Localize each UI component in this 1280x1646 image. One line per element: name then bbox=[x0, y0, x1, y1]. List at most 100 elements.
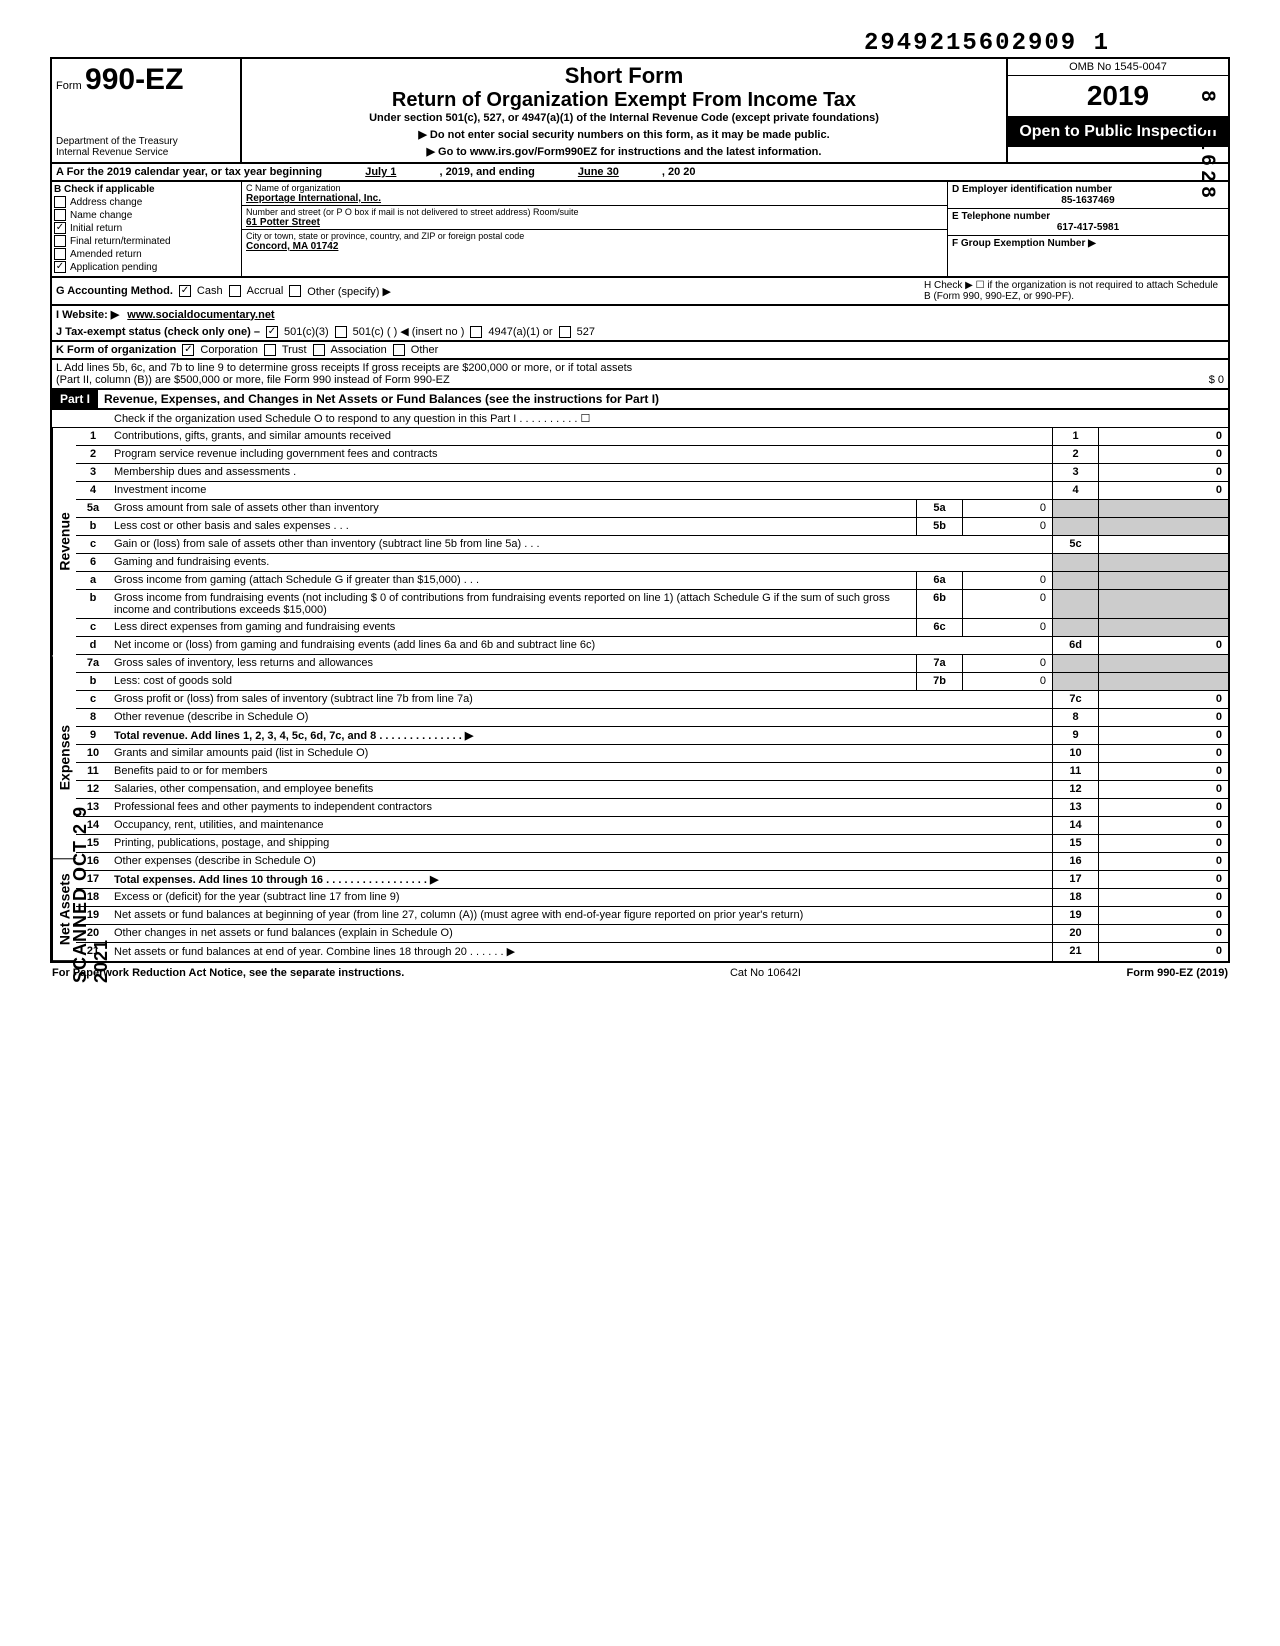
line-desc: Grants and similar amounts paid (list in… bbox=[110, 745, 1052, 762]
line-box: 10 bbox=[1052, 745, 1098, 762]
part1-check: Check if the organization used Schedule … bbox=[110, 410, 1228, 427]
line-2: 2Program service revenue including gover… bbox=[76, 446, 1228, 464]
line-amt[interactable]: 0 bbox=[1098, 482, 1228, 499]
line-19: 19Net assets or fund balances at beginni… bbox=[76, 907, 1228, 925]
line-amt[interactable]: 0 bbox=[1098, 943, 1228, 961]
check-amended-return[interactable] bbox=[54, 248, 66, 260]
line-amt[interactable]: 0 bbox=[1098, 428, 1228, 445]
mini-val[interactable]: 0 bbox=[962, 655, 1052, 672]
line-num: 6 bbox=[76, 554, 110, 571]
trust-checkbox[interactable] bbox=[264, 344, 276, 356]
mini-val[interactable]: 0 bbox=[962, 518, 1052, 535]
shaded-box bbox=[1052, 554, 1098, 571]
line-4: 4Investment income40 bbox=[76, 482, 1228, 500]
side-code: 8 11628 bbox=[1195, 90, 1218, 202]
cash-checkbox[interactable]: ✓ bbox=[179, 285, 191, 297]
line-amt[interactable]: 0 bbox=[1098, 464, 1228, 481]
shaded-box bbox=[1052, 590, 1098, 618]
line-amt[interactable]: 0 bbox=[1098, 763, 1228, 780]
other-org-checkbox[interactable] bbox=[393, 344, 405, 356]
org-city[interactable]: Concord, MA 01742 bbox=[246, 241, 943, 252]
org-name[interactable]: Reportage International, Inc. bbox=[246, 193, 943, 204]
accrual-checkbox[interactable] bbox=[229, 285, 241, 297]
under-section: Under section 501(c), 527, or 4947(a)(1)… bbox=[250, 112, 998, 124]
line-17: 17Total expenses. Add lines 10 through 1… bbox=[76, 871, 1228, 889]
mini-box: 6c bbox=[916, 619, 962, 636]
tax-year-end[interactable]: June 30 bbox=[578, 166, 619, 178]
dln-number: 2949215602909 1 bbox=[50, 30, 1110, 57]
line-amt[interactable]: 0 bbox=[1098, 727, 1228, 744]
line-amt[interactable]: 0 bbox=[1098, 745, 1228, 762]
line-15: 15Printing, publications, postage, and s… bbox=[76, 835, 1228, 853]
line-num: a bbox=[76, 572, 110, 589]
website-value[interactable]: www.socialdocumentary.net bbox=[127, 309, 274, 321]
line-c: cLess direct expenses from gaming and fu… bbox=[76, 619, 1228, 637]
row-l-amount: $ 0 bbox=[1209, 374, 1224, 386]
line-6: 6Gaming and fundraising events. bbox=[76, 554, 1228, 572]
check-final-return/terminated[interactable] bbox=[54, 235, 66, 247]
mini-val[interactable]: 0 bbox=[962, 590, 1052, 618]
line-num: b bbox=[76, 518, 110, 535]
corp-checkbox[interactable]: ✓ bbox=[182, 344, 194, 356]
line-amt[interactable]: 0 bbox=[1098, 871, 1228, 888]
line-box: 21 bbox=[1052, 943, 1098, 961]
c-addr-label: Number and street (or P O box if mail is… bbox=[246, 207, 943, 217]
line-desc: Membership dues and assessments . bbox=[110, 464, 1052, 481]
line-3: 3Membership dues and assessments .30 bbox=[76, 464, 1228, 482]
line-amt[interactable] bbox=[1098, 536, 1228, 553]
501c3-checkbox[interactable]: ✓ bbox=[266, 326, 278, 338]
row-l: L Add lines 5b, 6c, and 7b to line 9 to … bbox=[50, 360, 1230, 390]
phone-value[interactable]: 617-417-5981 bbox=[952, 222, 1224, 233]
line-desc: Benefits paid to or for members bbox=[110, 763, 1052, 780]
mini-val[interactable]: 0 bbox=[962, 500, 1052, 517]
check-name-change[interactable] bbox=[54, 209, 66, 221]
line-desc: Contributions, gifts, grants, and simila… bbox=[110, 428, 1052, 445]
line-amt[interactable]: 0 bbox=[1098, 907, 1228, 924]
mini-box: 7b bbox=[916, 673, 962, 690]
line-amt[interactable]: 0 bbox=[1098, 446, 1228, 463]
line-box: 1 bbox=[1052, 428, 1098, 445]
shaded-box bbox=[1052, 619, 1098, 636]
line-amt[interactable]: 0 bbox=[1098, 799, 1228, 816]
527-checkbox[interactable] bbox=[559, 326, 571, 338]
ein-label: D Employer identification number bbox=[952, 184, 1224, 195]
mini-val[interactable]: 0 bbox=[962, 619, 1052, 636]
accrual-label: Accrual bbox=[247, 285, 284, 297]
line-amt[interactable]: 0 bbox=[1098, 637, 1228, 654]
ein-value[interactable]: 85-1637469 bbox=[952, 195, 1224, 206]
check-application-pending[interactable]: ✓ bbox=[54, 261, 66, 273]
line-amt[interactable]: 0 bbox=[1098, 925, 1228, 942]
line-desc: Salaries, other compensation, and employ… bbox=[110, 781, 1052, 798]
check-address-change[interactable] bbox=[54, 196, 66, 208]
line-num: c bbox=[76, 536, 110, 553]
assoc-checkbox[interactable] bbox=[313, 344, 325, 356]
line-amt[interactable]: 0 bbox=[1098, 889, 1228, 906]
line-desc: Program service revenue including govern… bbox=[110, 446, 1052, 463]
line-1: 1Contributions, gifts, grants, and simil… bbox=[76, 428, 1228, 446]
check-initial-return[interactable]: ✓ bbox=[54, 222, 66, 234]
line-amt[interactable]: 0 bbox=[1098, 709, 1228, 726]
org-address[interactable]: 61 Potter Street bbox=[246, 217, 943, 228]
line-num: 10 bbox=[76, 745, 110, 762]
line-amt[interactable]: 0 bbox=[1098, 691, 1228, 708]
mini-val[interactable]: 0 bbox=[962, 572, 1052, 589]
tax-year-begin[interactable]: July 1 bbox=[365, 166, 396, 178]
label: Address change bbox=[70, 197, 142, 208]
line-amt[interactable]: 0 bbox=[1098, 817, 1228, 834]
shaded-amt bbox=[1098, 518, 1228, 535]
phone-label: E Telephone number bbox=[952, 211, 1224, 222]
line-d: dNet income or (loss) from gaming and fu… bbox=[76, 637, 1228, 655]
other-checkbox[interactable] bbox=[289, 285, 301, 297]
mini-val[interactable]: 0 bbox=[962, 673, 1052, 690]
line-box: 2 bbox=[1052, 446, 1098, 463]
label: Amended return bbox=[70, 249, 142, 260]
4947-checkbox[interactable] bbox=[470, 326, 482, 338]
line-amt[interactable]: 0 bbox=[1098, 835, 1228, 852]
line-box: 15 bbox=[1052, 835, 1098, 852]
line-box: 8 bbox=[1052, 709, 1098, 726]
line-amt[interactable]: 0 bbox=[1098, 853, 1228, 870]
line-amt[interactable]: 0 bbox=[1098, 781, 1228, 798]
501c-checkbox[interactable] bbox=[335, 326, 347, 338]
line-21: 21Net assets or fund balances at end of … bbox=[76, 943, 1228, 961]
line-c: cGross profit or (loss) from sales of in… bbox=[76, 691, 1228, 709]
